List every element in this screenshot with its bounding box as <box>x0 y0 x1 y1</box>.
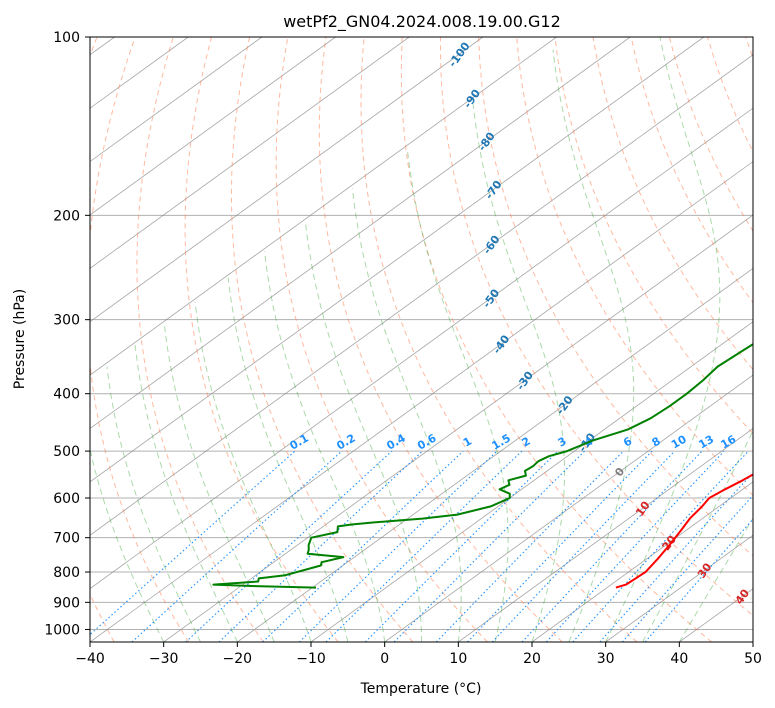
moist-adiabat <box>90 447 165 642</box>
isotherm-line <box>458 427 753 642</box>
mixing-ratio-line <box>262 450 464 642</box>
isotherm-line <box>384 374 753 642</box>
y-tick-label: 1000 <box>44 622 80 638</box>
dewpoint-profile <box>212 342 753 589</box>
x-tick-label: −40 <box>75 651 105 667</box>
y-tick-label: 100 <box>53 30 80 46</box>
isotherm-line <box>90 161 753 642</box>
moist-adiabat <box>351 188 462 642</box>
mixing-ratio-line <box>545 450 725 642</box>
plot-frame <box>89 36 754 643</box>
dry-adiabat <box>592 37 753 371</box>
moist-adiabat <box>642 429 753 642</box>
isotherm-line <box>163 214 753 642</box>
mixing-ratio-line <box>572 450 749 642</box>
mixing-ratio-line <box>621 494 753 642</box>
mixing-ratio-line <box>90 450 296 636</box>
moist-adiabat <box>227 277 349 642</box>
moist-adiabat <box>472 104 566 642</box>
temperature-profile <box>615 473 753 589</box>
isotherm-line <box>90 37 631 429</box>
x-axis-title: Temperature (°C) <box>360 681 482 697</box>
isotherm-line <box>90 37 484 323</box>
y-axis-title: Pressure (hPa) <box>12 289 28 389</box>
mixing-ratio-line <box>491 450 676 642</box>
isotherm-line <box>90 37 410 269</box>
mixing-ratio-line <box>325 450 523 642</box>
x-tick-label: 30 <box>597 651 615 667</box>
dry-adiabat <box>136 37 264 642</box>
moist-adiabat <box>264 251 386 642</box>
mixing-ratio-line <box>185 450 393 642</box>
dry-adiabat <box>90 37 115 642</box>
dry-adiabat <box>90 37 190 642</box>
isotherm-line <box>90 37 557 376</box>
dry-adiabat <box>184 37 339 642</box>
isotherm-line <box>90 37 336 216</box>
y-tick-label: 200 <box>53 208 80 224</box>
moist-adiabat <box>605 37 721 642</box>
dry-adiabat <box>360 37 638 642</box>
x-tick-label: −30 <box>149 651 179 667</box>
dry-adiabat <box>400 37 713 642</box>
mixing-ratio-line <box>298 450 498 642</box>
y-tick-label: 700 <box>53 531 80 547</box>
y-tick-label: 300 <box>53 313 80 329</box>
isotherm-line <box>90 37 263 163</box>
mixing-ratio-line <box>521 450 703 642</box>
dry-adiabat <box>516 37 753 497</box>
isotherm-line <box>605 534 753 642</box>
dry-adiabat <box>630 37 753 304</box>
mixing-ratio-line <box>599 471 753 642</box>
mixing-ratio-line <box>364 450 559 642</box>
moist-adiabat <box>194 301 312 642</box>
dry-adiabat <box>275 37 488 642</box>
dry-adiabat <box>478 37 753 557</box>
dry-adiabat <box>231 37 414 642</box>
y-tick-label: 600 <box>53 491 80 507</box>
chart-title: wetPf2_GN04.2024.008.19.00.G12 <box>283 12 561 32</box>
dry-adiabat <box>554 37 753 435</box>
x-tick-label: 0 <box>380 651 389 667</box>
y-tick-label: 400 <box>53 387 80 403</box>
sounding-profiles <box>212 342 753 589</box>
background-lines <box>90 37 753 642</box>
x-tick-label: −10 <box>296 651 326 667</box>
moist-adiabat <box>552 49 635 642</box>
y-tick-label: 500 <box>53 444 80 460</box>
x-tick-label: 40 <box>670 651 688 667</box>
y-tick-label: 900 <box>53 595 80 611</box>
x-tick-label: 10 <box>449 651 467 667</box>
y-tick-label: 800 <box>53 565 80 581</box>
x-tick-label: −20 <box>223 651 253 667</box>
x-tick-label: 50 <box>744 651 762 667</box>
isotherm-line <box>90 54 753 536</box>
mixing-ratio-line <box>467 450 653 642</box>
isotherm-line <box>90 37 705 483</box>
mixing-ratio-line <box>393 450 585 642</box>
x-axis-ticks: −40 −30 −20 −10 0 10 20 30 40 50 <box>75 642 762 667</box>
isotherm-line <box>237 267 753 642</box>
moist-adiabat <box>304 221 422 642</box>
dry-adiabat <box>439 37 753 617</box>
isotherm-line <box>531 481 753 642</box>
moist-adiabat <box>134 344 238 642</box>
moist-adiabat <box>106 366 201 642</box>
moist-adiabat <box>163 323 275 642</box>
x-tick-label: 20 <box>523 651 541 667</box>
y-axis-ticks: 1000 900 800 700 600 500 400 300 200 100 <box>44 30 90 638</box>
isotherm-line <box>90 107 753 590</box>
mixing-ratio-line <box>436 450 624 642</box>
